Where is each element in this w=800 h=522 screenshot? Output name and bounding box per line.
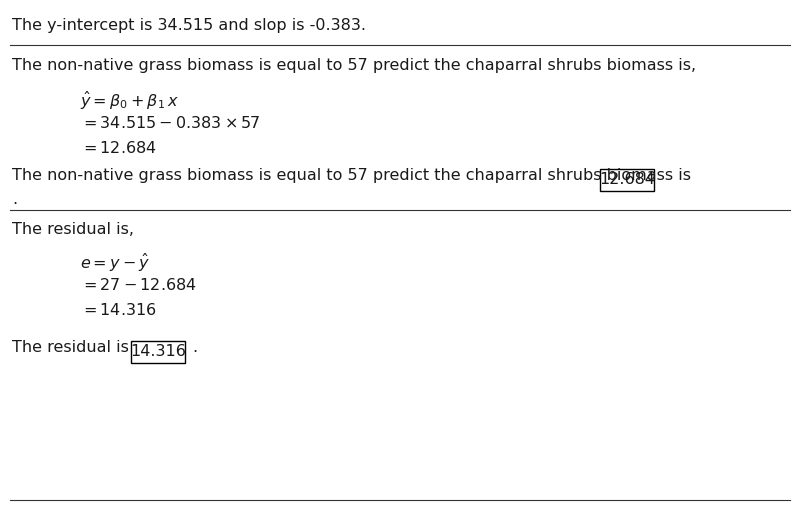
Text: .: . [192, 340, 197, 355]
Text: 14.316: 14.316 [130, 345, 186, 360]
Text: The y-intercept is 34.515 and slop is -0.383.: The y-intercept is 34.515 and slop is -0… [12, 18, 366, 33]
Text: $= 14.316$: $= 14.316$ [80, 302, 157, 318]
Text: The residual is,: The residual is, [12, 222, 134, 237]
Text: $= 12.684$: $= 12.684$ [80, 140, 157, 156]
Text: .: . [12, 192, 17, 207]
Text: The non-native grass biomass is equal to 57 predict the chaparral shrubs biomass: The non-native grass biomass is equal to… [12, 58, 696, 73]
FancyBboxPatch shape [600, 169, 654, 191]
Text: $= 34.515 - 0.383 \times 57$: $= 34.515 - 0.383 \times 57$ [80, 115, 261, 131]
Text: The residual is: The residual is [12, 340, 134, 355]
Text: 12.684: 12.684 [599, 172, 655, 187]
Text: $= 27 - 12.684$: $= 27 - 12.684$ [80, 277, 197, 293]
FancyBboxPatch shape [131, 341, 185, 363]
Text: The non-native grass biomass is equal to 57 predict the chaparral shrubs biomass: The non-native grass biomass is equal to… [12, 168, 696, 183]
Text: $e = y - \hat{y}$: $e = y - \hat{y}$ [80, 252, 150, 274]
Text: $\hat{y} = \beta_0 + \beta_1\, x$: $\hat{y} = \beta_0 + \beta_1\, x$ [80, 90, 179, 112]
